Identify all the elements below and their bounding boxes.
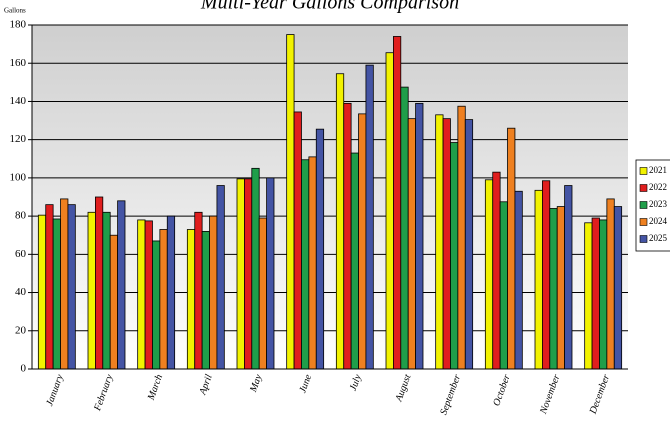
bar — [102, 211, 111, 370]
bar — [365, 64, 374, 370]
bar — [392, 36, 402, 370]
bar — [258, 217, 268, 370]
bar — [564, 185, 573, 370]
bar — [599, 219, 608, 370]
y-tick-label: 180 — [10, 19, 27, 31]
x-tick-label: September — [438, 373, 463, 417]
y-tick-label: 140 — [10, 95, 27, 107]
bar — [542, 180, 551, 370]
bar — [209, 215, 218, 370]
bar — [251, 167, 260, 370]
chart-title: Multi-Year Gallons Comparison — [200, 0, 459, 14]
bar — [385, 52, 394, 370]
bar — [584, 222, 593, 370]
y-tick-label: 80 — [15, 210, 27, 222]
bar — [243, 178, 253, 370]
y-tick-label: 0 — [21, 363, 27, 375]
legend-swatch — [639, 201, 648, 209]
bar — [308, 156, 317, 370]
legend-swatch — [639, 184, 648, 192]
bar — [457, 105, 466, 370]
bar — [343, 102, 352, 370]
x-tick-label: November — [538, 373, 563, 416]
x-tick-label: December — [587, 373, 612, 416]
bar — [152, 240, 161, 370]
bar — [315, 128, 325, 370]
bar — [87, 211, 96, 370]
bar — [407, 118, 417, 370]
y-axis-label: Gallons — [4, 7, 26, 15]
bar — [117, 200, 126, 370]
bar — [556, 206, 566, 370]
bar — [293, 111, 302, 370]
bar — [95, 196, 104, 370]
bar — [415, 102, 424, 370]
bar — [613, 206, 623, 370]
bar — [435, 114, 444, 370]
bar — [52, 218, 61, 370]
bar — [450, 142, 459, 370]
legend-label: 2021 — [649, 165, 667, 175]
legend-swatch — [639, 235, 648, 243]
y-tick-label: 40 — [15, 286, 27, 298]
x-tick-label: August — [393, 373, 413, 404]
bar — [301, 159, 310, 370]
bar — [358, 113, 367, 370]
bar — [67, 204, 76, 370]
y-tick-label: 20 — [15, 324, 27, 336]
x-tick-label: January — [44, 373, 66, 408]
x-tick-label: March — [145, 373, 165, 402]
bar — [534, 189, 543, 370]
bar — [266, 177, 275, 370]
bar — [591, 217, 600, 370]
bar — [484, 179, 494, 370]
bar — [216, 185, 225, 370]
x-tick-label: July — [348, 373, 364, 393]
legend-label: 2025 — [649, 233, 668, 243]
legend-label: 2024 — [649, 216, 668, 226]
legend-label: 2022 — [649, 182, 667, 192]
bar — [37, 214, 47, 370]
x-tick-label: February — [92, 373, 116, 414]
y-tick-label: 160 — [10, 57, 27, 69]
bar — [194, 211, 203, 370]
bar — [507, 127, 516, 370]
bar — [549, 208, 558, 370]
bar — [166, 215, 176, 370]
x-tick-label: May — [248, 373, 265, 395]
bar — [442, 118, 451, 370]
bar — [350, 152, 359, 370]
bar — [109, 234, 118, 370]
x-tick-label: June — [297, 373, 314, 395]
y-tick-label: 100 — [10, 171, 27, 183]
bar — [286, 34, 295, 370]
bar — [186, 229, 196, 370]
bar — [335, 73, 345, 370]
plot-area — [32, 25, 628, 369]
bar — [45, 204, 54, 370]
bar — [137, 219, 146, 370]
bar — [159, 229, 168, 370]
bar — [464, 119, 474, 370]
bar — [499, 201, 508, 370]
bar — [144, 220, 153, 370]
y-tick-label: 60 — [15, 248, 27, 260]
bar — [606, 198, 615, 370]
legend-swatch — [639, 167, 648, 175]
x-tick-label: April — [197, 373, 215, 397]
bar — [236, 178, 245, 370]
legend-swatch — [639, 218, 648, 226]
bar — [201, 230, 210, 370]
bar — [400, 86, 409, 370]
x-tick-label: October — [491, 373, 513, 408]
y-tick-label: 120 — [10, 133, 27, 145]
legend-label: 2023 — [649, 199, 668, 209]
bar — [60, 198, 69, 370]
bar — [492, 171, 501, 370]
bar — [514, 190, 523, 370]
